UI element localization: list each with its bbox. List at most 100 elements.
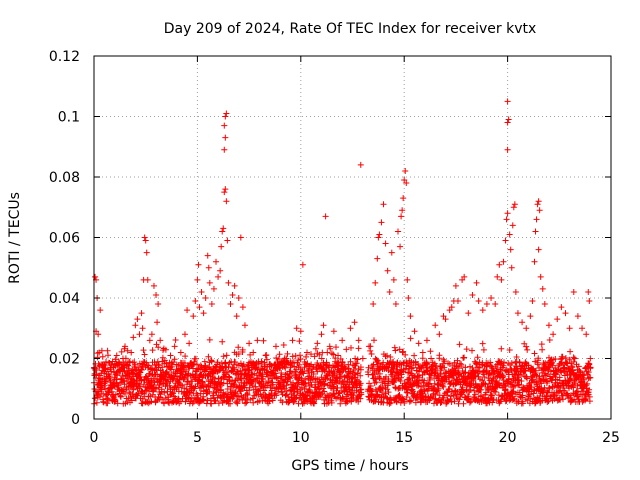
x-tick-label: 20 bbox=[499, 430, 517, 446]
data-point bbox=[101, 382, 108, 389]
data-point bbox=[359, 355, 366, 362]
data-point bbox=[205, 264, 212, 271]
data-point bbox=[339, 337, 346, 344]
data-point bbox=[366, 343, 373, 350]
data-point bbox=[534, 201, 541, 208]
data-point bbox=[184, 307, 191, 314]
data-point bbox=[222, 113, 229, 120]
data-point bbox=[173, 361, 180, 368]
data-point bbox=[177, 349, 184, 356]
data-point bbox=[235, 295, 242, 301]
x-axis-label: GPS time / hours bbox=[291, 458, 408, 474]
data-point bbox=[442, 316, 449, 323]
data-point bbox=[394, 228, 401, 235]
data-point bbox=[541, 301, 548, 308]
data-point bbox=[119, 355, 126, 362]
data-point bbox=[128, 349, 135, 356]
data-point bbox=[318, 331, 325, 338]
data-point bbox=[386, 288, 393, 295]
data-point bbox=[233, 313, 240, 320]
data-point bbox=[222, 134, 229, 141]
data-point bbox=[452, 282, 459, 289]
data-point bbox=[419, 349, 426, 356]
data-point bbox=[229, 291, 236, 298]
data-point bbox=[157, 337, 164, 344]
data-point bbox=[400, 195, 407, 202]
data-point bbox=[399, 207, 406, 214]
data-point bbox=[510, 204, 517, 211]
data-point bbox=[113, 352, 120, 359]
data-point bbox=[92, 273, 99, 280]
data-point bbox=[357, 161, 364, 168]
data-point bbox=[221, 122, 228, 129]
data-point bbox=[570, 288, 577, 295]
data-point bbox=[206, 279, 213, 286]
data-point bbox=[326, 343, 333, 350]
data-point bbox=[98, 361, 105, 368]
data-point bbox=[585, 288, 592, 295]
x-tick-label: 15 bbox=[395, 430, 413, 446]
y-tick-label: 0.02 bbox=[49, 352, 80, 368]
data-point bbox=[473, 279, 480, 286]
data-point bbox=[272, 343, 279, 350]
data-point bbox=[436, 331, 443, 338]
data-point bbox=[545, 322, 552, 329]
data-point bbox=[194, 276, 201, 283]
data-point bbox=[239, 304, 246, 311]
data-point bbox=[392, 301, 399, 308]
data-point bbox=[539, 285, 546, 292]
data-point bbox=[388, 249, 395, 256]
data-point bbox=[126, 370, 133, 377]
data-point bbox=[537, 273, 544, 280]
data-point bbox=[221, 146, 228, 153]
data-point bbox=[483, 301, 490, 308]
data-point bbox=[505, 116, 512, 123]
data-point bbox=[504, 210, 511, 217]
data-point bbox=[103, 373, 110, 380]
data-point bbox=[227, 301, 234, 308]
y-tick-label: 0.04 bbox=[49, 291, 80, 307]
x-tick-label: 0 bbox=[90, 430, 99, 446]
data-point bbox=[488, 295, 495, 301]
data-point bbox=[308, 361, 315, 368]
grid-lines bbox=[94, 56, 611, 419]
data-point bbox=[511, 201, 518, 208]
data-point bbox=[186, 340, 193, 347]
data-point bbox=[277, 364, 284, 371]
data-point bbox=[96, 349, 103, 356]
data-point bbox=[225, 279, 232, 286]
data-point bbox=[375, 234, 382, 241]
data-point bbox=[469, 291, 476, 298]
data-point bbox=[479, 307, 486, 314]
data-point bbox=[384, 267, 391, 274]
data-point bbox=[222, 186, 229, 193]
data-point bbox=[500, 258, 507, 265]
data-point bbox=[95, 331, 102, 338]
data-point bbox=[523, 325, 530, 332]
data-point bbox=[153, 291, 160, 298]
data-point bbox=[512, 288, 519, 295]
data-point bbox=[405, 295, 412, 301]
data-point bbox=[507, 246, 514, 253]
data-point bbox=[351, 319, 358, 326]
data-point bbox=[415, 340, 422, 347]
data-point bbox=[514, 310, 521, 317]
data-point bbox=[428, 355, 435, 362]
data-point bbox=[374, 255, 381, 262]
data-point bbox=[370, 301, 377, 308]
data-point bbox=[241, 322, 248, 329]
data-point bbox=[146, 337, 153, 344]
data-point bbox=[224, 237, 231, 244]
data-point bbox=[142, 237, 149, 244]
data-point bbox=[299, 261, 306, 268]
data-point bbox=[529, 298, 536, 305]
data-point bbox=[527, 313, 534, 320]
data-point bbox=[397, 243, 404, 250]
data-point bbox=[250, 349, 257, 356]
data-point bbox=[258, 358, 265, 365]
data-point bbox=[587, 355, 594, 362]
data-point bbox=[111, 376, 118, 383]
data-point bbox=[378, 219, 385, 226]
data-point bbox=[475, 298, 482, 305]
data-point bbox=[150, 282, 157, 289]
